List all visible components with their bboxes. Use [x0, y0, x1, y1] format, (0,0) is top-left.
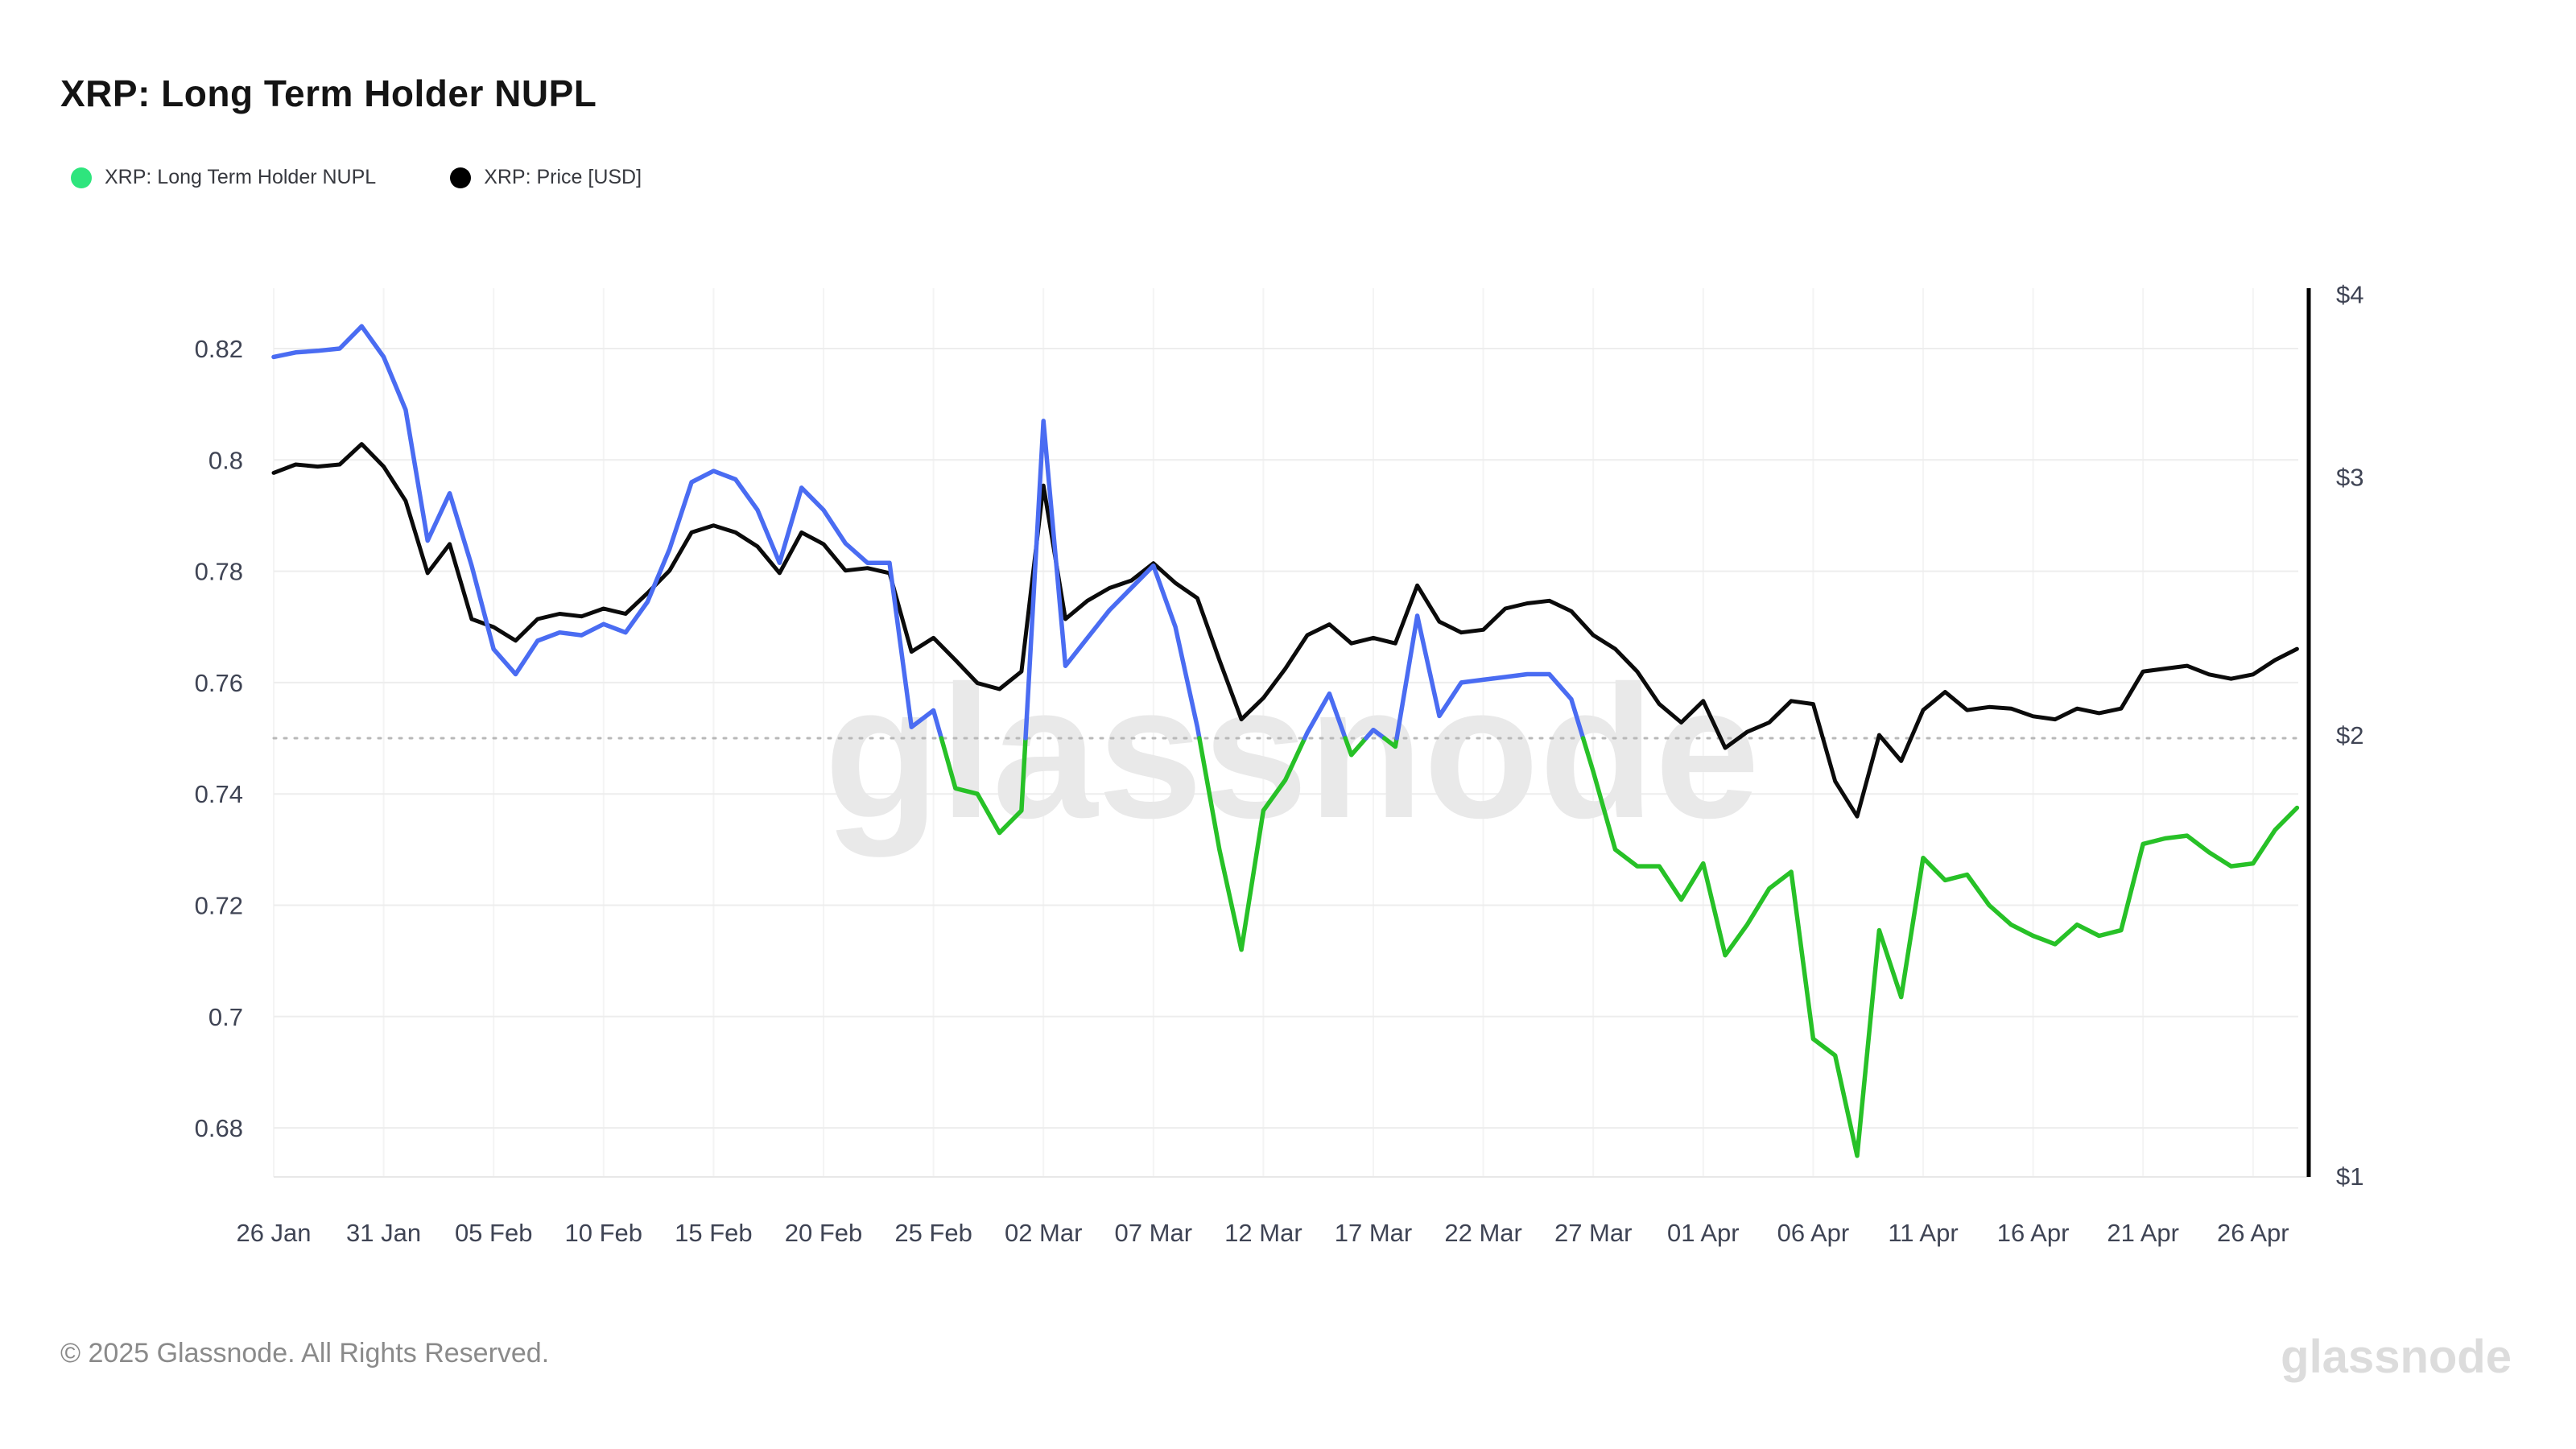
glassnode-watermark: glassnode [824, 646, 1760, 857]
nupl-line-above-threshold [1364, 727, 1387, 741]
x-axis-tick-label: 11 Apr [1888, 1219, 1958, 1247]
x-axis-tick-label: 27 Mar [1554, 1219, 1632, 1247]
right-axis-tick-label: $1 [2336, 1162, 2363, 1191]
left-axis-tick-label: 0.74 [195, 780, 243, 808]
x-axis-tick-label: 26 Jan [236, 1219, 311, 1247]
chart-plot-area[interactable]: glassnode 0.82 0.8 0.78 0.76 0.74 0.72 0.7 0.68 $… [0, 0, 2576, 1304]
left-axis-tick-label: 0.68 [195, 1114, 243, 1142]
legend-item-price[interactable]: XRP: Price [USD] [450, 166, 642, 189]
x-axis-tick-label: 26 Apr [2217, 1219, 2289, 1247]
x-axis-tick-label: 12 Mar [1224, 1219, 1302, 1247]
nupl-line-above-threshold [1023, 419, 1202, 741]
x-axis-tick-label: 10 Feb [565, 1219, 643, 1247]
x-axis-tick-label: 21 Apr [2107, 1219, 2179, 1247]
nupl-line-above-threshold [1394, 613, 1586, 741]
legend-item-label: XRP: Long Term Holder NUPL [105, 166, 377, 188]
x-axis-tick-label: 07 Mar [1115, 1219, 1192, 1247]
x-axis-tick-label: 31 Jan [346, 1219, 421, 1247]
glassnode-logo: glassnode [2281, 1331, 2512, 1383]
nupl-legend-dot-icon [71, 167, 92, 188]
left-axis-tick-label: 0.78 [195, 558, 243, 586]
nupl-line-below-threshold [1197, 736, 1307, 952]
x-axis-tick-label: 01 Apr [1667, 1219, 1740, 1247]
price-line [271, 442, 2299, 819]
x-axis-tick-label: 05 Feb [455, 1219, 533, 1247]
left-axis-tick-label: 0.82 [195, 335, 243, 363]
x-axis-tick-label: 22 Mar [1444, 1219, 1521, 1247]
chart-legend: XRP: Long Term Holder NUPL XRP: Price [U… [71, 166, 642, 189]
x-axis-tick-label: 20 Feb [785, 1219, 863, 1247]
nupl-line-below-threshold [1343, 736, 1368, 758]
legend-item-label: XRP: Price [USD] [484, 166, 642, 188]
x-axis-tick-label: 16 Apr [1997, 1219, 2070, 1247]
nupl-line-below-threshold [1580, 736, 2300, 1158]
x-axis-tick-label: 17 Mar [1335, 1219, 1412, 1247]
x-axis-tick-label: 15 Feb [675, 1219, 753, 1247]
price-legend-dot-icon [450, 167, 472, 188]
left-axis-tick-label: 0.7 [208, 1003, 243, 1031]
nupl-line-above-threshold [1302, 691, 1348, 741]
nupl-line-below-threshold [939, 736, 1028, 836]
nupl-line-below-threshold [1381, 736, 1399, 749]
x-axis-tick-label: 25 Feb [894, 1219, 972, 1247]
legend-item-nupl[interactable]: XRP: Long Term Holder NUPL [71, 166, 376, 189]
left-axis-tick-label: 0.8 [208, 446, 243, 474]
nupl-line-above-threshold [271, 324, 944, 741]
right-axis-tick-label: $2 [2336, 721, 2363, 749]
x-axis-tick-label: 02 Mar [1005, 1219, 1082, 1247]
left-axis-tick-label: 0.76 [195, 669, 243, 697]
page-title: XRP: Long Term Holder NUPL [60, 72, 597, 114]
left-axis-tick-label: 0.72 [195, 892, 243, 920]
right-axis-tick-label: $4 [2336, 280, 2363, 308]
copyright-text: © 2025 Glassnode. All Rights Reserved. [60, 1338, 550, 1368]
right-axis-tick-label: $3 [2336, 464, 2363, 492]
x-axis-tick-label: 06 Apr [1777, 1219, 1850, 1247]
